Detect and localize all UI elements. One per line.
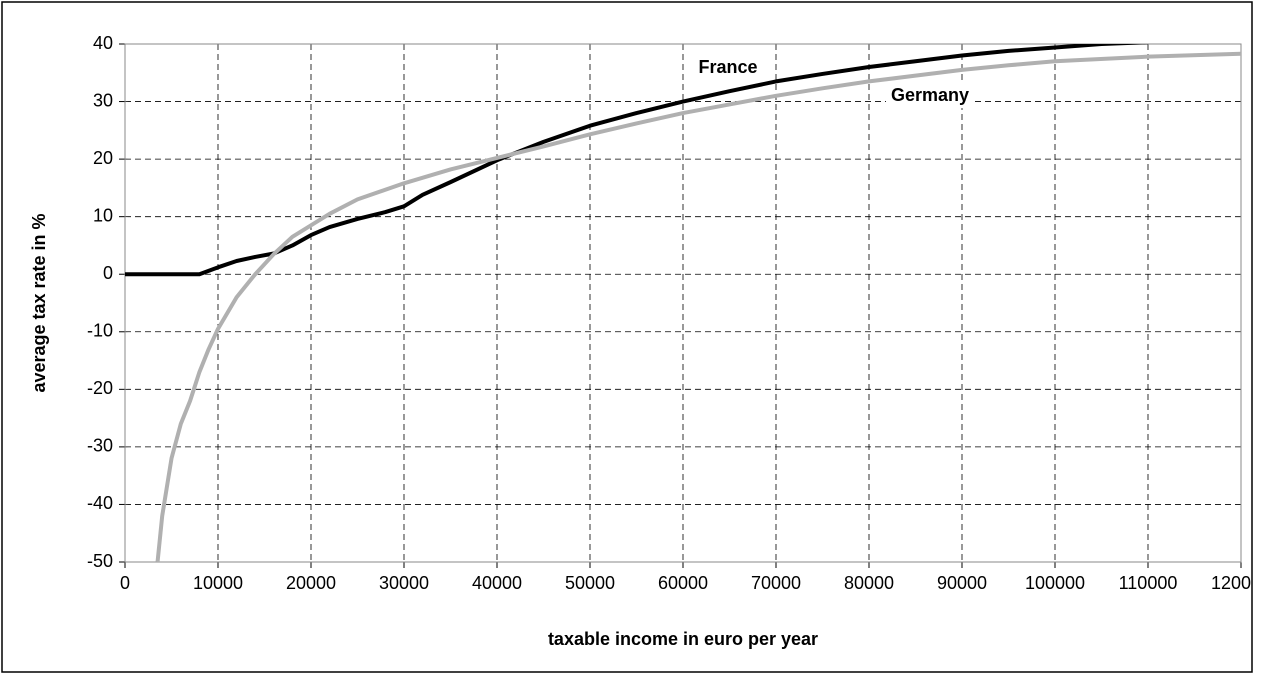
y-tick-label: 30 bbox=[93, 90, 113, 110]
x-tick-label: 60000 bbox=[658, 573, 708, 593]
series-label-bg bbox=[886, 84, 974, 108]
series-line bbox=[155, 51, 1241, 562]
y-axis-label: average tax rate in % bbox=[29, 213, 49, 392]
y-tick-label: 40 bbox=[93, 33, 113, 53]
y-tick-label: -50 bbox=[87, 551, 113, 571]
y-tick-label: -10 bbox=[87, 321, 113, 341]
series-label: France bbox=[698, 57, 757, 77]
lines bbox=[125, 44, 1241, 562]
x-tick-label: 120000 bbox=[1211, 573, 1271, 593]
series-label-bg bbox=[684, 56, 772, 80]
y-tick-label: 10 bbox=[93, 205, 113, 225]
x-tick-label: 90000 bbox=[937, 573, 987, 593]
x-tick-label: 80000 bbox=[844, 573, 894, 593]
x-tick-label: 40000 bbox=[472, 573, 522, 593]
x-tick-label: 10000 bbox=[193, 573, 243, 593]
x-axis-label: taxable income in euro per year bbox=[548, 629, 818, 649]
labels: -50 -40 -30 -20 -10 0 10 20 30 40 0 10000 20000 30000… bbox=[87, 33, 1271, 593]
x-tick-label: 0 bbox=[120, 573, 130, 593]
series-label: Germany bbox=[891, 85, 969, 105]
y-tick-label: 0 bbox=[103, 263, 113, 283]
x-tick-label: 30000 bbox=[379, 573, 429, 593]
plot-border bbox=[124, 43, 1242, 563]
series-line bbox=[125, 44, 1149, 277]
y-tick-label: -30 bbox=[87, 436, 113, 456]
x-tick-label: 70000 bbox=[751, 573, 801, 593]
y-tick-label: 20 bbox=[93, 148, 113, 168]
grid bbox=[119, 43, 1242, 568]
y-tick-label: -40 bbox=[87, 493, 113, 513]
x-tick-label: 50000 bbox=[565, 573, 615, 593]
x-tick-label: 100000 bbox=[1025, 573, 1085, 593]
x-tick-label: 110000 bbox=[1119, 573, 1178, 593]
x-tick-label: 20000 bbox=[286, 573, 336, 593]
y-tick-label: -20 bbox=[87, 378, 113, 398]
frame bbox=[1, 1, 1253, 673]
